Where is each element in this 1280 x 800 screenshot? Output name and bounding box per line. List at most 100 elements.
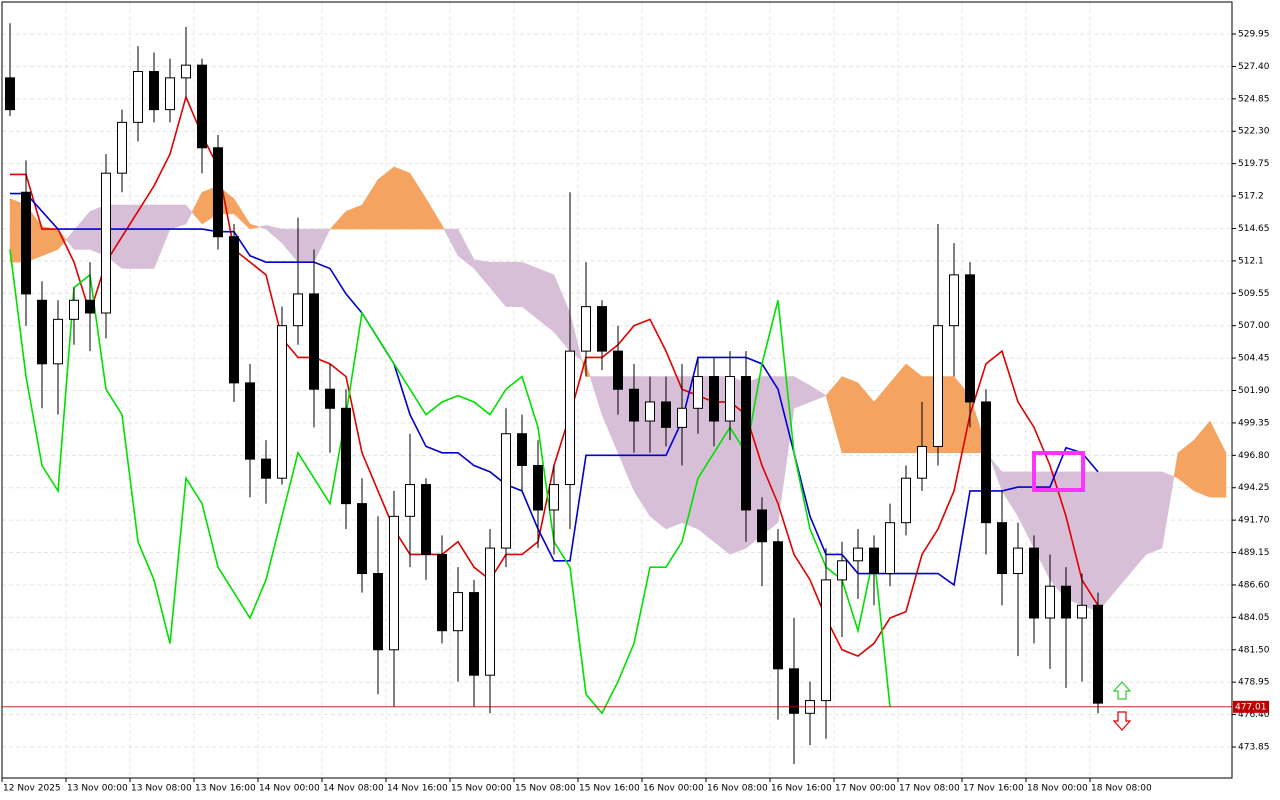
candle-body xyxy=(469,592,479,676)
y-tick-label: 527.40 xyxy=(1238,62,1270,72)
x-tick-label: 17 Nov 00:00 xyxy=(835,784,896,794)
candle-body xyxy=(981,401,991,524)
y-tick-label: 484.05 xyxy=(1238,613,1270,623)
candle-body xyxy=(725,376,735,422)
candle-body xyxy=(837,560,847,581)
candle-body xyxy=(421,484,431,555)
candle-body xyxy=(1093,604,1103,704)
x-tick-label: 13 Nov 08:00 xyxy=(131,784,192,794)
highlight-box xyxy=(1032,451,1085,492)
cloud-segment xyxy=(665,376,683,530)
y-tick-label: 504.45 xyxy=(1238,354,1270,364)
candle-body xyxy=(677,407,687,428)
x-tick-label: 13 Nov 00:00 xyxy=(67,784,128,794)
candle-body xyxy=(293,293,303,327)
x-tick-label: 15 Nov 00:00 xyxy=(451,784,512,794)
candle-body xyxy=(613,350,623,390)
x-tick-label: 18 Nov 00:00 xyxy=(1027,784,1088,794)
x-tick-label: 14 Nov 08:00 xyxy=(323,784,384,794)
candle-body xyxy=(597,306,607,352)
candle-body xyxy=(645,401,655,422)
y-tick-label: 519.75 xyxy=(1238,159,1270,169)
cloud-segment xyxy=(841,376,859,454)
candle-body xyxy=(501,433,511,549)
candle-body xyxy=(773,541,783,670)
candle-body xyxy=(1045,585,1055,619)
axis-layer: 529.95 527.40 524.85 522.30 519.75 517.2 514.6… xyxy=(1,30,1270,794)
candle-body xyxy=(21,191,31,295)
candle-body xyxy=(821,579,831,702)
cloud-segment xyxy=(905,363,923,454)
x-tick-label: 13 Nov 16:00 xyxy=(195,784,256,794)
cloud-segment xyxy=(809,384,827,403)
cloud-segment xyxy=(313,228,331,263)
y-tick-label: 509.55 xyxy=(1238,289,1270,299)
candle-body xyxy=(1029,547,1039,619)
x-tick-label: 16 Nov 16:00 xyxy=(771,784,832,794)
cloud-segment xyxy=(393,166,411,230)
x-tick-label: 17 Nov 16:00 xyxy=(963,784,1024,794)
candle-body xyxy=(101,172,111,314)
candle-body xyxy=(693,376,703,409)
candle-body xyxy=(1061,585,1071,619)
y-tick-label: 478.95 xyxy=(1238,678,1270,688)
y-tick-label: 496.80 xyxy=(1238,451,1270,461)
candle-body xyxy=(181,64,191,79)
candle-body xyxy=(853,547,863,562)
y-tick-label: 494.25 xyxy=(1238,483,1270,493)
x-tick-label: 15 Nov 08:00 xyxy=(515,784,576,794)
candle-body xyxy=(117,121,127,174)
candle-body xyxy=(37,299,47,365)
candle-body xyxy=(389,515,399,651)
candle-body xyxy=(485,547,495,676)
cloud-segment xyxy=(1081,471,1099,613)
cloud-segment xyxy=(649,376,667,530)
candle-body xyxy=(325,388,335,409)
candle-body xyxy=(1013,547,1023,575)
current-price-box xyxy=(1233,700,1269,713)
y-tick-label: 476.40 xyxy=(1238,710,1270,720)
y-tick-label: 491.70 xyxy=(1238,516,1270,526)
candle-body xyxy=(917,445,927,479)
y-tick-label: 499.35 xyxy=(1238,418,1270,428)
y-tick-label: 481.50 xyxy=(1238,645,1270,655)
cloud-segment xyxy=(441,225,445,230)
candle-body xyxy=(997,522,1007,575)
plot-frame xyxy=(1,1,1233,779)
y-tick-label: 501.90 xyxy=(1238,386,1270,396)
candle-body xyxy=(901,477,911,524)
cloud-segment xyxy=(1161,471,1175,549)
x-tick-label: 14 Nov 00:00 xyxy=(259,784,320,794)
candle-body xyxy=(437,553,447,632)
candle-body xyxy=(965,274,975,403)
candle-body xyxy=(581,306,591,352)
candle-body xyxy=(229,236,239,384)
candle-body xyxy=(533,464,543,511)
y-tick-label: 486.60 xyxy=(1238,580,1270,590)
y-tick-label: 507.00 xyxy=(1238,321,1270,331)
candle-body xyxy=(357,503,367,575)
x-tick-label: 18 Nov 08:00 xyxy=(1091,784,1152,794)
cloud-segment xyxy=(249,223,261,230)
x-tick-label: 12 Nov 2025 xyxy=(3,784,61,794)
cloud-segment xyxy=(185,204,193,225)
cloud-segment xyxy=(1209,420,1227,498)
candle-body xyxy=(373,573,383,651)
cloud-segment xyxy=(1097,471,1115,613)
down-arrow xyxy=(1112,711,1132,731)
up-arrow xyxy=(1112,681,1132,700)
candle-body xyxy=(453,592,463,632)
candle-body xyxy=(309,293,319,390)
candle-body xyxy=(629,388,639,422)
cloud-segment xyxy=(297,228,315,263)
candle-body xyxy=(213,147,223,238)
current-price-label: 477.01 xyxy=(1235,702,1267,712)
cloud-segment xyxy=(1145,471,1163,555)
candle-body xyxy=(741,376,751,511)
x-tick-label: 16 Nov 00:00 xyxy=(643,784,704,794)
candle-body xyxy=(709,376,719,422)
candle-body xyxy=(757,509,767,543)
x-tick-label: 16 Nov 08:00 xyxy=(707,784,768,794)
y-tick-label: 514.65 xyxy=(1238,224,1270,234)
